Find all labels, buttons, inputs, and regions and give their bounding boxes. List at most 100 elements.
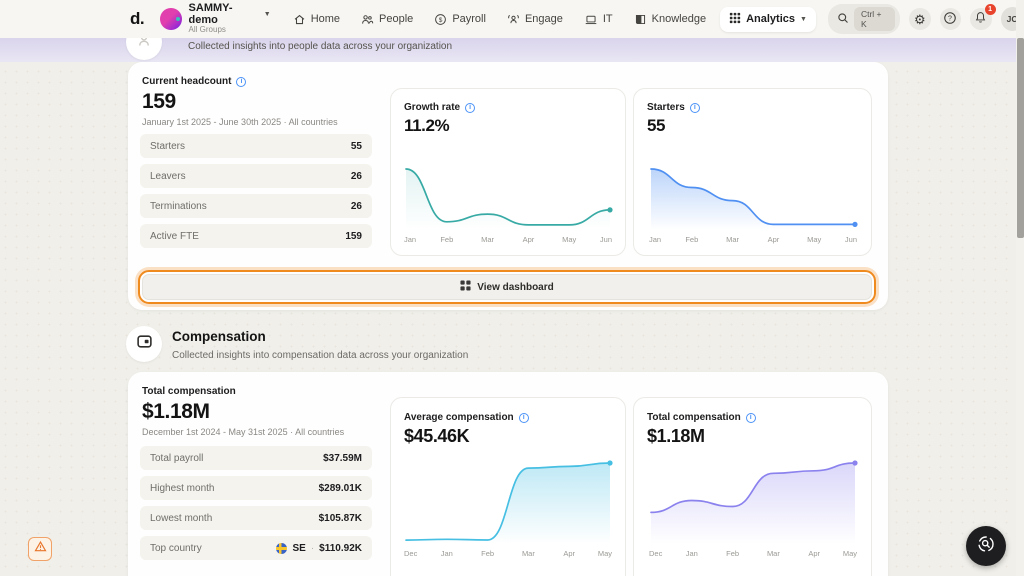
total-compensation-value: $1.18M [142, 400, 210, 423]
starters-card: Starters i 55 Jan Feb Mar Apr May Jun [633, 88, 872, 256]
svg-text:Mar: Mar [726, 235, 739, 244]
svg-text:Jan: Jan [441, 549, 453, 558]
workspace-switcher[interactable]: SAMMY-demo ▼ All Groups [160, 2, 271, 34]
svg-text:Dec: Dec [649, 549, 663, 558]
nav-item-knowledge[interactable]: Knowledge [634, 13, 706, 26]
svg-text:Mar: Mar [522, 549, 535, 558]
nav-item-label: People [379, 13, 414, 25]
workspace-avatar [160, 7, 182, 30]
headcount-summary: Current headcount i 159 January 1st 2025… [142, 76, 338, 127]
nav-item-label: Payroll [452, 13, 486, 25]
compensation-section-subtitle: Collected insights into compensation dat… [172, 350, 469, 361]
stat-row-active-fte: Active FTE 159 [140, 224, 372, 248]
bell-icon [974, 11, 987, 27]
svg-text:?: ? [948, 15, 952, 22]
country-code: SE [292, 542, 306, 554]
people-icon [361, 13, 374, 26]
svg-text:Jun: Jun [845, 235, 857, 244]
info-icon[interactable]: i [236, 76, 247, 87]
app-logo[interactable]: d. [130, 9, 145, 28]
nav-item-people[interactable]: People [361, 13, 413, 26]
svg-text:Jan: Jan [404, 235, 416, 244]
info-icon[interactable]: i [518, 412, 529, 423]
stat-label: Total payroll [150, 452, 204, 464]
laptop-icon [584, 13, 598, 26]
nav-item-analytics-active[interactable]: Analytics ▼ [720, 6, 816, 32]
nav-item-label: IT [602, 13, 613, 25]
average-compensation-title: Average compensation [404, 412, 514, 423]
compensation-summary: Total compensation $1.18M December 1st 2… [142, 386, 344, 437]
search-button[interactable]: Ctrl + K [827, 4, 901, 34]
average-compensation-value: $45.46K [404, 426, 470, 446]
stat-label: Lowest month [150, 512, 213, 524]
info-icon[interactable]: i [689, 102, 700, 113]
stat-value: 26 [350, 200, 362, 212]
stat-label: Highest month [150, 482, 215, 494]
scrollbar-thumb[interactable] [1016, 38, 1024, 238]
stat-value: $110.92K [319, 542, 362, 554]
growth-rate-title: Growth rate [404, 102, 461, 113]
svg-text:Feb: Feb [481, 549, 494, 558]
wallet-icon [136, 333, 153, 355]
stat-row-top-country: Top country SE · $110.92K [140, 536, 372, 560]
gear-icon: ⚙ [914, 11, 926, 27]
people-section-subtitle: Collected insights into people data acro… [188, 41, 453, 52]
search-orbit-icon [976, 534, 996, 559]
growth-rate-card: Growth rate i 11.2% Jan Feb Mar Apr May Jun [390, 88, 626, 256]
home-icon [293, 13, 306, 26]
compensation-range: December 1st 2024 - May 31st 2025 · All … [142, 427, 345, 437]
chevron-down-icon: ▼ [800, 15, 807, 23]
info-icon[interactable]: i [745, 412, 756, 423]
compensation-insights-panel: Total compensation $1.18M December 1st 2… [128, 372, 888, 576]
growth-rate-value: 11.2% [404, 116, 450, 135]
average-compensation-chart: Dec Jan Feb Mar Apr May [402, 460, 614, 563]
view-dashboard-label: View dashboard [477, 281, 554, 293]
notifications-button[interactable]: 1 [970, 4, 996, 30]
warning-triangle-icon [33, 540, 47, 558]
stat-row-terminations: Terminations 26 [140, 194, 372, 218]
svg-text:Mar: Mar [481, 235, 494, 244]
nav-item-payroll[interactable]: $ Payroll [434, 13, 486, 26]
svg-text:Feb: Feb [440, 235, 453, 244]
stat-label: Top country [150, 542, 202, 554]
view-dashboard-button[interactable]: View dashboard [142, 274, 872, 300]
payroll-icon: $ [434, 13, 447, 26]
stat-value: $105.87K [318, 512, 362, 524]
view-dashboard-focus-ring: View dashboard [138, 270, 876, 304]
stat-row-highest-month: Highest month $289.01K [140, 476, 372, 500]
stat-value: 159 [345, 230, 362, 242]
svg-text:Mar: Mar [767, 549, 780, 558]
nav-item-label: Home [310, 13, 341, 25]
svg-text:Jan: Jan [649, 235, 661, 244]
nav-item-it[interactable]: IT [584, 13, 613, 26]
nav-item-engage[interactable]: Engage [507, 13, 563, 26]
nav-item-label: Knowledge [651, 13, 707, 25]
search-icon [837, 12, 849, 27]
scrollbar-track[interactable] [1016, 0, 1024, 576]
stat-row-starters: Starters 55 [140, 134, 372, 158]
workspace-name: SAMMY-demo [188, 2, 233, 26]
dashboard-grid-icon [460, 280, 471, 294]
total-compensation-chart-card: Total compensation i $1.18M Dec Jan Feb Mar… [633, 397, 872, 576]
top-nav: d. SAMMY-demo ▼ All Groups Home People $… [0, 0, 1024, 38]
total-compensation-chart-title: Total compensation [647, 412, 741, 423]
settings-button[interactable]: ⚙ [909, 8, 931, 30]
ai-search-fab[interactable] [966, 526, 1006, 566]
nav-item-home[interactable]: Home [293, 13, 340, 26]
dot-separator: · [310, 542, 315, 554]
nav-item-label: Engage [524, 13, 563, 25]
warning-button[interactable] [28, 537, 52, 561]
stat-value: 26 [350, 170, 362, 182]
help-button[interactable]: ? [939, 8, 962, 30]
headcount-title: Current headcount [142, 76, 232, 87]
help-icon: ? [943, 11, 957, 28]
svg-text:Feb: Feb [685, 235, 698, 244]
stat-label: Starters [150, 140, 186, 152]
growth-rate-chart: Jan Feb Mar Apr May Jun [402, 166, 614, 249]
keyboard-shortcut: Ctrl + K [853, 7, 896, 31]
info-icon[interactable]: i [465, 102, 476, 113]
svg-text:Dec: Dec [404, 549, 418, 558]
starters-title: Starters [647, 102, 685, 113]
svg-text:Feb: Feb [726, 549, 739, 558]
starters-value: 55 [647, 116, 666, 135]
